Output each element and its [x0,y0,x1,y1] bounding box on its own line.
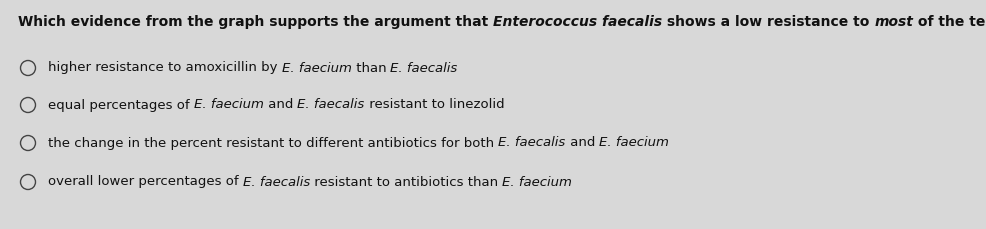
Text: E. faecium: E. faecium [599,136,669,150]
Text: E. faecalis: E. faecalis [298,98,365,112]
Text: Which evidence from the graph supports the argument that: Which evidence from the graph supports t… [18,15,493,29]
Text: the change in the percent resistant to different antibiotics for both: the change in the percent resistant to d… [48,136,498,150]
Text: E. faecium: E. faecium [282,62,352,74]
Text: than: than [352,62,390,74]
Text: and: and [566,136,599,150]
Text: E. faecalis: E. faecalis [390,62,458,74]
Text: Enterococcus faecalis: Enterococcus faecalis [493,15,663,29]
Text: resistant to antibiotics than: resistant to antibiotics than [311,175,503,188]
Text: most: most [875,15,913,29]
Text: higher resistance to amoxicillin by: higher resistance to amoxicillin by [48,62,282,74]
Text: E. faecalis: E. faecalis [498,136,566,150]
Text: of the tested antibiotics?: of the tested antibiotics? [913,15,986,29]
Text: E. faecium: E. faecium [194,98,263,112]
Text: overall lower percentages of: overall lower percentages of [48,175,243,188]
Text: E. faecalis: E. faecalis [243,175,311,188]
Text: shows a low resistance to: shows a low resistance to [663,15,875,29]
Text: resistant to linezolid: resistant to linezolid [365,98,504,112]
Text: and: and [263,98,298,112]
Text: E. faecium: E. faecium [503,175,573,188]
Text: equal percentages of: equal percentages of [48,98,194,112]
